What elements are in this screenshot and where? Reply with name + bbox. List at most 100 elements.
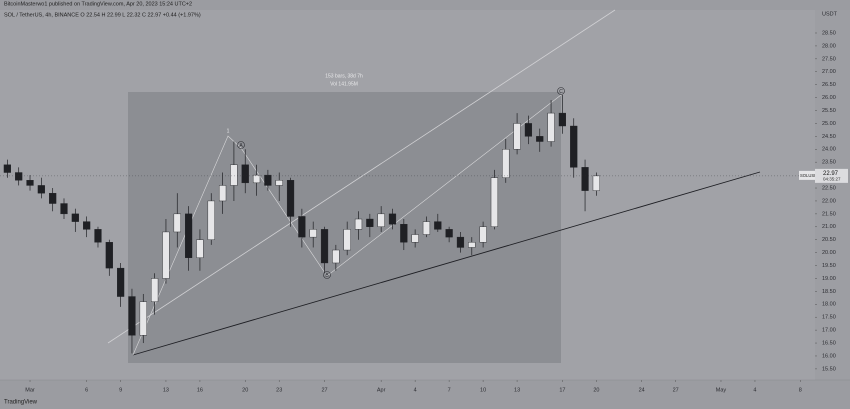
candle-body	[456, 236, 465, 248]
candle-body	[26, 180, 34, 186]
candle-body	[490, 177, 499, 227]
candle-body	[502, 149, 510, 178]
candle-body	[388, 213, 397, 225]
candle-body	[343, 229, 351, 251]
candle-body	[547, 112, 555, 142]
x-tick-label: 13	[514, 387, 520, 393]
candle-body	[524, 123, 533, 137]
wave-circle	[557, 87, 565, 95]
candle-body	[173, 213, 181, 233]
x-tick-label: 27	[673, 387, 679, 393]
candle-body	[37, 185, 45, 194]
candle-body	[139, 301, 147, 336]
candle-body	[162, 231, 170, 279]
candle-body	[83, 221, 91, 230]
candle-body	[264, 174, 272, 186]
candle-body	[207, 200, 215, 240]
wave-label: B	[325, 273, 329, 279]
x-tick-label: 8	[799, 387, 802, 393]
candle-body	[94, 229, 102, 243]
x-tick-label: 23	[276, 387, 282, 393]
y-tick-label: 25.50	[822, 108, 836, 114]
x-tick-label: Mar	[25, 387, 35, 393]
x-tick-label: 20	[593, 387, 599, 393]
range-stats: 153 bars, 38d 7h	[325, 73, 363, 79]
x-tick-label: 16	[197, 387, 203, 393]
y-tick-label: 16.00	[822, 353, 836, 359]
y-tick-label: 20.50	[822, 237, 836, 243]
wave-label: 1	[227, 128, 230, 134]
x-tick-label: 27	[321, 387, 327, 393]
y-tick-label: 23.50	[822, 160, 836, 166]
candle-body	[128, 296, 136, 336]
candle-body	[558, 112, 566, 127]
candle-body	[592, 175, 600, 191]
y-tick-label: 18.50	[822, 289, 836, 295]
x-tick-label: 6	[85, 387, 88, 393]
candle-body	[151, 278, 159, 302]
wave-circle	[323, 271, 331, 279]
y-tick-label: 28.00	[822, 43, 836, 49]
candle-body	[434, 221, 442, 230]
x-tick-label: May	[716, 387, 727, 393]
range-stats: Vol 141.95M	[330, 81, 358, 87]
wave-lines	[132, 94, 562, 356]
candle-body	[332, 249, 340, 264]
y-tick-label: 16.50	[822, 341, 836, 347]
candle-body	[513, 123, 521, 150]
candle-body	[377, 213, 385, 227]
y-tick-label: 24.00	[822, 147, 836, 153]
x-tick-label: 9	[119, 387, 122, 393]
y-tick-label: 17.00	[822, 328, 836, 334]
candle-body	[218, 185, 227, 202]
x-tick-label: 4	[414, 387, 417, 393]
candle-body	[71, 213, 79, 222]
x-tick-label: 7	[448, 387, 451, 393]
wave-label: A	[239, 143, 243, 149]
symbol-legend: SOL / TetherUS, 4h, BINANCE O 22.54 H 22…	[4, 12, 201, 18]
y-tick-label: 26.00	[822, 95, 836, 101]
x-tick-label: Apr	[377, 387, 386, 393]
candle-body	[241, 164, 249, 184]
x-tick-label: 17	[559, 387, 565, 393]
candle-body	[49, 192, 57, 204]
y-tick-label: 22.50	[822, 185, 836, 191]
y-tick-label: 24.50	[822, 134, 836, 140]
y-tick-label: 27.50	[822, 56, 836, 62]
candle-body	[298, 216, 306, 238]
wave-label: C	[559, 89, 563, 95]
y-tick-label: 25.00	[822, 121, 836, 127]
candle-body	[117, 267, 125, 297]
y-tick-label: 21.50	[822, 211, 836, 217]
y-tick-label: 22.00	[822, 198, 836, 204]
y-tick-label: 18.00	[822, 302, 836, 308]
y-tick-label: 20.00	[822, 250, 836, 256]
price-tag-value: 22.97	[823, 171, 839, 177]
x-tick-label: 24	[639, 387, 645, 393]
candle-body	[3, 164, 11, 173]
support-line	[132, 171, 761, 356]
candle-body	[422, 221, 431, 235]
date-range-box	[128, 92, 561, 363]
publisher: BitcoinMasterwo1 published on TradingVie…	[4, 1, 192, 7]
y-tick-label: 19.00	[822, 276, 836, 282]
x-tick-label: 20	[242, 387, 248, 393]
candle-body	[252, 174, 261, 184]
candle-body	[354, 218, 363, 230]
candle-body	[400, 223, 408, 243]
y-tick-label: 19.50	[822, 263, 836, 269]
price-tag-countdown: 04:35:27	[823, 177, 841, 182]
wave-circle	[237, 141, 245, 149]
x-tick-label: 10	[480, 387, 486, 393]
x-tick-label: 13	[163, 387, 169, 393]
price-axis	[815, 10, 850, 380]
candle-body	[309, 229, 317, 238]
y-tick-label: 15.50	[822, 366, 836, 372]
candle-body	[185, 213, 193, 258]
candle-body	[230, 164, 238, 186]
candle-body	[411, 234, 419, 243]
y-tick-label: 28.50	[822, 30, 836, 36]
price-tag-value-box	[815, 168, 848, 183]
candle-body	[581, 167, 589, 191]
